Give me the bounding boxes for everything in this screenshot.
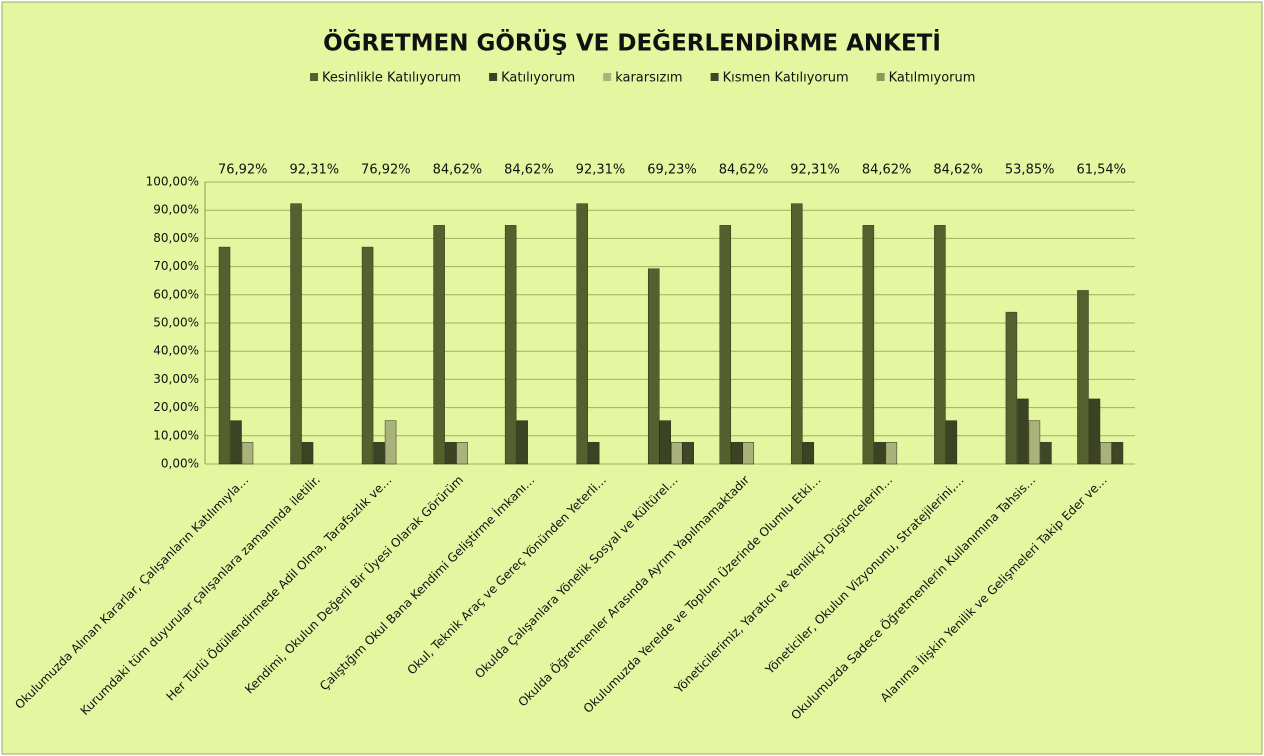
data-label: 61,54% (1076, 163, 1126, 178)
bar (587, 442, 600, 465)
bar (1100, 442, 1112, 465)
data-label: 84,62% (933, 163, 983, 178)
y-tick-label: 100,00% (146, 175, 199, 189)
data-label: 69,23% (647, 163, 697, 178)
legend-label: Kesinlikle Katılıyorum (322, 71, 461, 86)
legend-label: Kısmen Katılıyorum (723, 71, 849, 86)
bar (218, 246, 231, 465)
data-label: 92,31% (290, 163, 340, 178)
legend-swatch (710, 73, 719, 81)
bar (456, 442, 468, 465)
data-label: 76,92% (218, 163, 268, 178)
legend-swatch (310, 73, 318, 81)
bar (1077, 290, 1089, 465)
bar (670, 442, 683, 465)
y-tick-label: 70,00% (153, 259, 199, 273)
y-tick-label: 30,00% (153, 372, 199, 386)
bar (433, 225, 445, 465)
bar (934, 225, 946, 465)
y-tick-label: 50,00% (153, 316, 199, 330)
bar (791, 203, 803, 465)
bar (742, 442, 755, 465)
bar (1040, 442, 1052, 465)
bar (504, 225, 517, 465)
bar (384, 420, 397, 465)
y-tick-label: 60,00% (153, 287, 199, 301)
bar (647, 268, 660, 465)
legend-swatch (489, 73, 498, 81)
bar (290, 203, 302, 465)
data-label: 92,31% (576, 163, 626, 178)
data-label: 53,85% (1005, 163, 1055, 178)
bar (516, 420, 528, 465)
y-tick-label: 20,00% (153, 400, 199, 414)
legend-swatch (603, 73, 612, 81)
bar (373, 442, 385, 465)
legend-label: kararsızım (615, 71, 682, 86)
data-label: 84,62% (504, 163, 554, 178)
y-tick-label: 40,00% (153, 344, 199, 358)
legend-swatch (876, 73, 885, 81)
bar (230, 420, 242, 465)
bar (862, 225, 875, 465)
bar (576, 203, 588, 465)
bar (802, 442, 815, 465)
bar (719, 225, 732, 465)
bar (1017, 398, 1029, 465)
bar (945, 420, 958, 465)
data-label: 84,62% (862, 163, 912, 178)
bar (1005, 311, 1018, 465)
y-tick-label: 10,00% (153, 428, 199, 442)
data-label: 76,92% (361, 163, 411, 178)
y-tick-label: 0,00% (161, 457, 199, 471)
bar (361, 246, 374, 465)
bar (1088, 398, 1101, 465)
bar (301, 442, 314, 465)
bar (874, 442, 886, 465)
bar (731, 442, 743, 465)
data-label: 84,62% (719, 163, 769, 178)
legend-label: Katılıyorum (501, 71, 575, 86)
bar (885, 442, 898, 465)
bar (659, 420, 671, 465)
bar (444, 442, 457, 465)
y-tick-label: 80,00% (153, 231, 199, 245)
chart-title: ÖĞRETMEN GÖRÜŞ VE DEĞERLENDİRME ANKETİ (323, 29, 941, 57)
bar (1111, 442, 1124, 465)
bar (682, 442, 694, 465)
y-tick-label: 90,00% (153, 203, 199, 217)
legend-label: Katılmıyorum (889, 71, 976, 86)
bar (1028, 420, 1041, 465)
data-label: 84,62% (433, 163, 483, 178)
data-label: 92,31% (790, 163, 840, 178)
bar (241, 442, 254, 465)
